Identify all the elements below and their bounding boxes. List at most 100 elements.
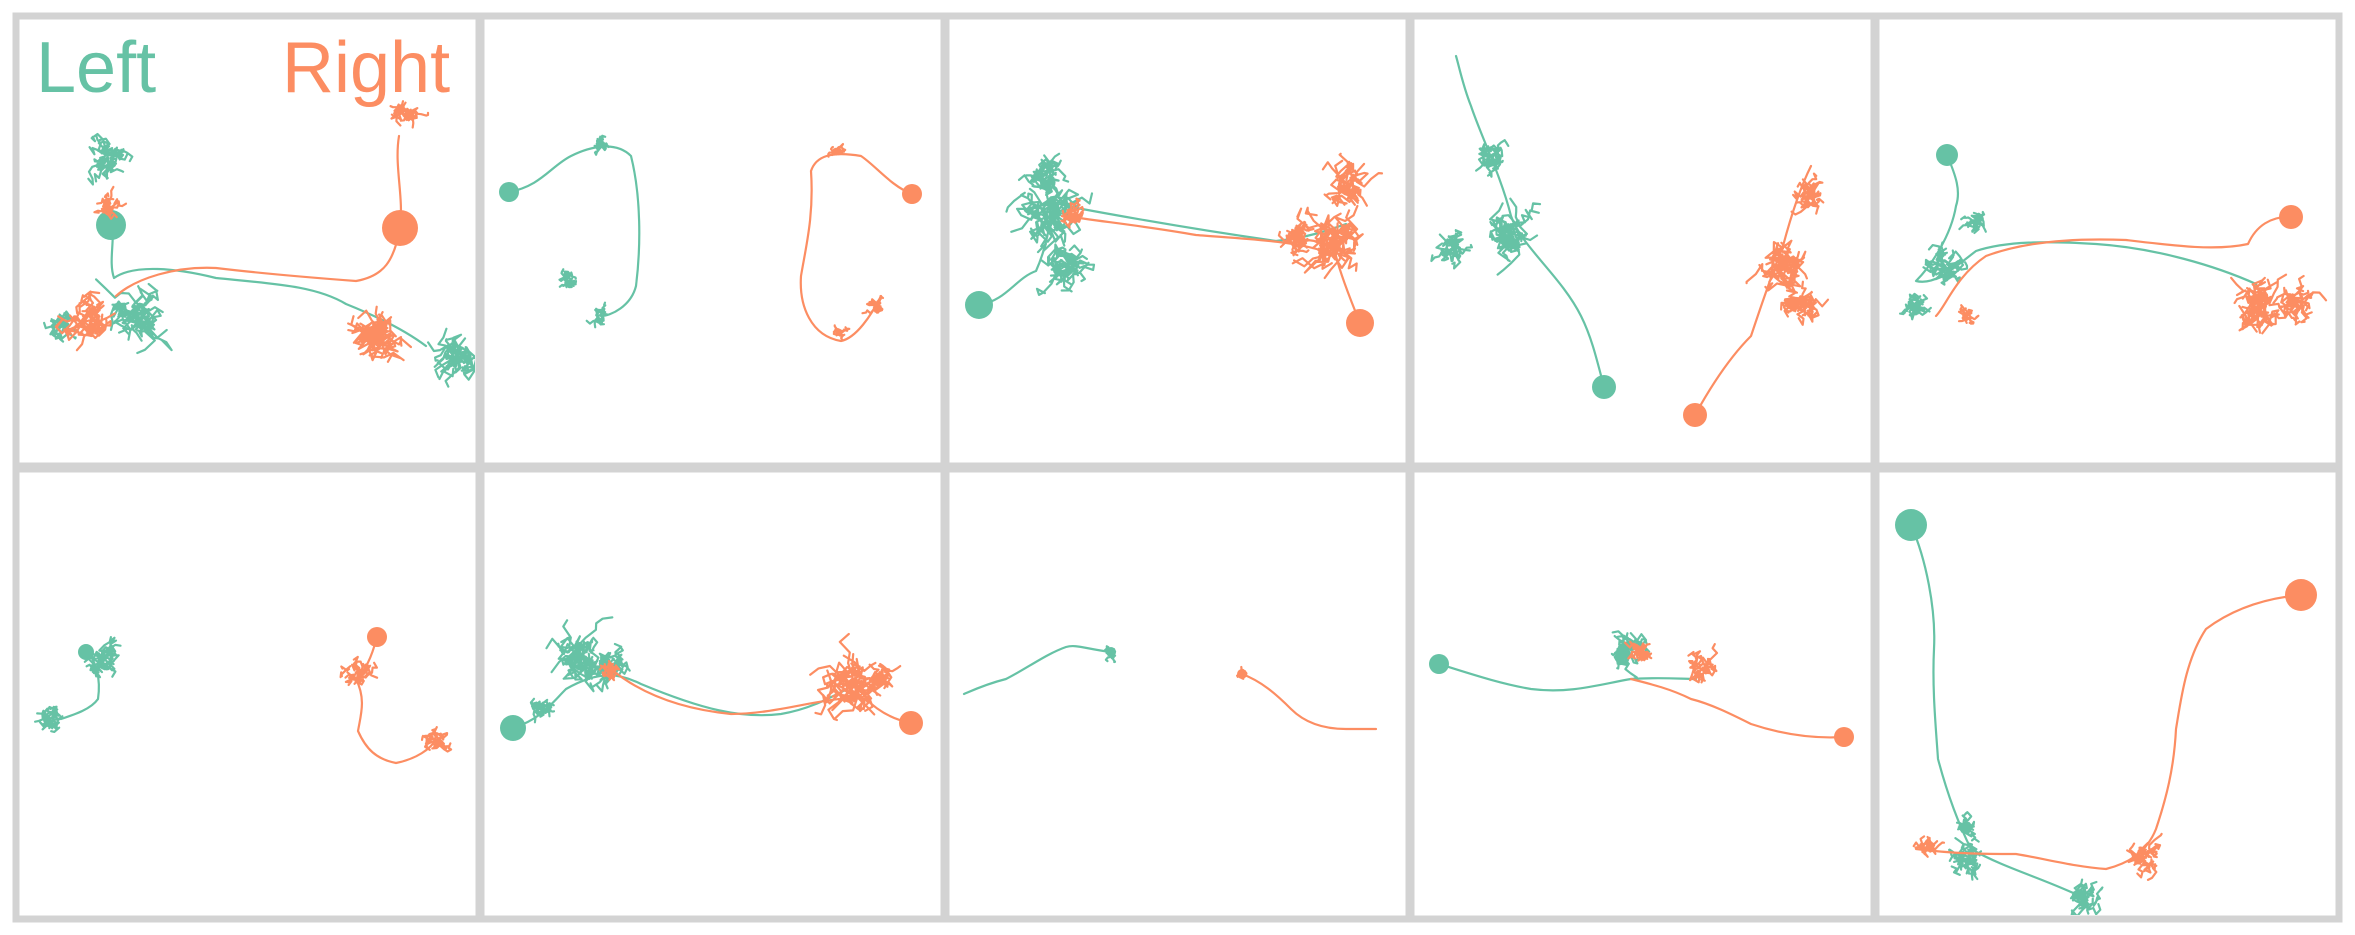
panel-pair-3 <box>942 12 1413 470</box>
left-neuron-arbor <box>87 132 134 186</box>
left-neuron-axon <box>59 650 100 721</box>
right-neuron-soma <box>1346 309 1374 337</box>
panel-content <box>1429 630 1854 747</box>
right-neuron-10 <box>1912 579 2317 881</box>
right-neuron-arbor <box>832 324 851 342</box>
right-neuron-arbor <box>347 305 412 363</box>
panel-pair-4 <box>1407 12 1878 470</box>
left-neuron-arbor <box>83 636 122 678</box>
left-neuron-arbor <box>85 659 106 679</box>
right-neuron-soma <box>1834 727 1854 747</box>
right-neuron-arbor <box>827 143 847 158</box>
legend-right-label: Right <box>282 28 450 108</box>
panel-content <box>1430 54 1830 427</box>
right-neuron-arbor <box>1321 152 1384 207</box>
left-neuron-arbor <box>95 278 173 355</box>
right-neuron-arbor <box>861 295 885 315</box>
right-neuron-axon <box>1629 677 1846 739</box>
panel-pair-7 <box>477 465 948 923</box>
left-neuron-2 <box>499 134 641 329</box>
right-neuron-axon <box>799 153 914 343</box>
left-neuron-soma <box>499 182 519 202</box>
right-neuron-axon <box>1064 214 1362 325</box>
panel-pair-6 <box>12 465 483 923</box>
left-neuron-axon <box>109 223 428 348</box>
panel-pair-8 <box>942 465 1413 923</box>
left-neuron-arbor <box>1958 210 1987 234</box>
left-neuron-axon <box>1909 523 2088 901</box>
right-neuron-8 <box>1236 665 1378 731</box>
left-neuron-5 <box>1899 144 2258 321</box>
left-neuron-arbor <box>585 301 609 329</box>
left-neuron-arbor <box>1922 241 1969 286</box>
right-neuron-soma <box>2279 205 2303 229</box>
right-neuron-arbor <box>1687 643 1719 684</box>
right-neuron-5 <box>1934 205 2328 335</box>
left-neuron-1 <box>43 132 475 388</box>
panel-frame <box>1407 465 1878 923</box>
right-neuron-arbor <box>389 100 430 129</box>
right-neuron-axon <box>1240 672 1378 731</box>
left-neuron-10 <box>1895 509 2104 915</box>
right-neuron-soma <box>382 210 418 246</box>
panel-pair-1 <box>12 12 483 470</box>
left-neuron-arbor <box>1955 811 1980 843</box>
left-neuron-axon <box>1914 153 2258 286</box>
right-neuron-soma <box>367 627 387 647</box>
left-neuron-soma <box>1592 375 1616 399</box>
left-neuron-arbor <box>529 697 556 724</box>
panel-frame <box>477 465 948 923</box>
right-neuron-arbor <box>598 660 621 682</box>
left-neuron-soma <box>78 644 94 660</box>
right-neuron-axon <box>609 667 913 725</box>
panel-content <box>1899 144 2328 335</box>
left-neuron-arbor <box>427 327 475 388</box>
right-neuron-arbor <box>1060 197 1085 229</box>
right-neuron-axon <box>1914 593 2303 871</box>
left-neuron-soma <box>1895 509 1927 541</box>
left-neuron-arbor <box>1035 243 1096 296</box>
left-neuron-6 <box>34 636 122 733</box>
right-neuron-arbor <box>1291 204 1364 280</box>
right-neuron-soma <box>2285 579 2317 611</box>
legend: Left Right <box>36 28 450 108</box>
right-neuron-arbor <box>1277 220 1315 257</box>
right-neuron-arbor <box>1790 172 1825 216</box>
left-neuron-9 <box>1429 630 1698 692</box>
left-neuron-soma <box>1429 654 1449 674</box>
left-neuron-arbor <box>1430 229 1473 270</box>
left-neuron-arbor <box>1899 292 1932 321</box>
right-neuron-arbor <box>1957 304 1980 325</box>
right-neuron-7 <box>598 632 923 735</box>
right-neuron-arbor <box>2273 274 2328 326</box>
panel-frame <box>1872 465 2343 923</box>
left-neuron-axon <box>1437 662 1698 692</box>
left-neuron-axon <box>511 674 853 730</box>
panel-pair-2 <box>477 12 948 470</box>
left-neuron-soma <box>500 715 526 741</box>
left-neuron-axon <box>507 145 641 318</box>
right-neuron-9 <box>1623 640 1854 747</box>
right-neuron-arbor <box>54 290 116 352</box>
panel-content <box>965 152 1384 337</box>
right-neuron-arbor <box>1912 835 1946 858</box>
left-neuron-soma <box>96 210 126 240</box>
left-neuron-arbor <box>2069 878 2104 915</box>
right-neuron-axon <box>1934 215 2293 318</box>
left-neuron-soma <box>1106 647 1116 657</box>
left-neuron-arbor <box>1017 152 1070 199</box>
panel-frame <box>942 465 1413 923</box>
left-neuron-axon <box>962 644 1113 696</box>
panel-pair-10 <box>1872 465 2343 923</box>
legend-left-label: Left <box>36 28 156 108</box>
right-neuron-arbor <box>2126 832 2163 881</box>
panel-frame <box>12 465 483 923</box>
panel-content <box>500 616 923 741</box>
left-neuron-arbor <box>558 268 578 289</box>
right-neuron-1 <box>54 100 430 363</box>
panel-content <box>43 100 475 388</box>
left-neuron-soma <box>1936 144 1958 166</box>
right-neuron-2 <box>799 143 922 343</box>
panel-frame <box>1407 12 1878 470</box>
right-neuron-arbor <box>339 655 379 687</box>
